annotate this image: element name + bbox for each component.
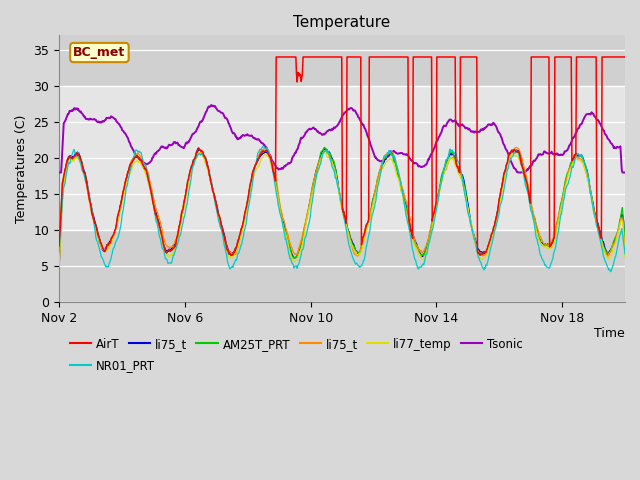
Bar — [59, 86, 625, 230]
Legend: NR01_PRT: NR01_PRT — [65, 354, 159, 377]
Title: Temperature: Temperature — [294, 15, 390, 30]
X-axis label: Time: Time — [595, 326, 625, 339]
Text: BC_met: BC_met — [74, 46, 125, 59]
Y-axis label: Temperatures (C): Temperatures (C) — [15, 115, 28, 223]
